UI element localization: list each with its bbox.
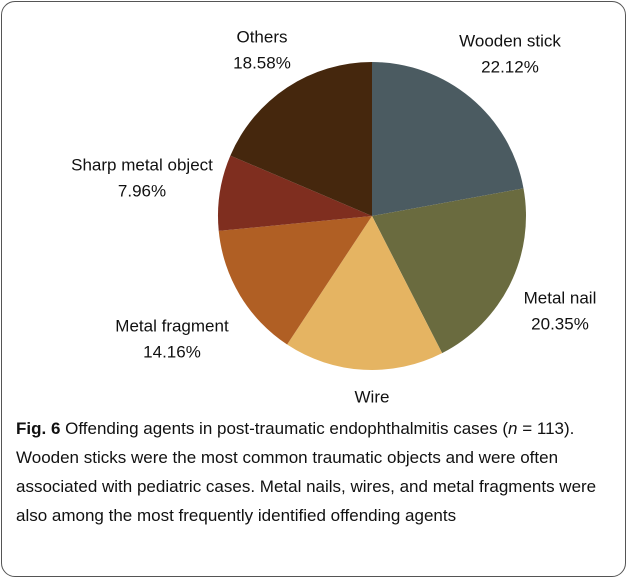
- slice-label: Wire: [355, 387, 390, 406]
- slice-value-label: 7.96%: [118, 181, 166, 200]
- caption-label: Fig. 6: [16, 419, 61, 438]
- caption-text: Offending agents in post-traumatic endop…: [65, 419, 509, 438]
- pie-slice: [230, 62, 372, 216]
- slice-label: Metal nail: [524, 288, 597, 307]
- slice-label: Others: [236, 27, 287, 46]
- slice-label: Wooden stick: [459, 31, 561, 50]
- slice-value-label: 14.16%: [143, 342, 201, 361]
- pie-slice: [218, 216, 372, 345]
- pie-slice: [218, 155, 372, 231]
- pie-slice: [372, 62, 524, 216]
- slice-label: Metal fragment: [115, 316, 229, 335]
- slice-value-label: 22.12%: [481, 57, 539, 76]
- caption-text: = 113). Wooden sticks were the most comm…: [16, 419, 597, 525]
- pie-slice: [372, 188, 526, 354]
- pie-slice: [287, 216, 443, 370]
- slice-value-label: 20.35%: [531, 314, 589, 333]
- caption-italic: n: [508, 419, 518, 438]
- slice-label: Sharp metal object: [71, 155, 213, 174]
- caption: Fig. 6 Offending agents in post-traumati…: [16, 414, 606, 530]
- slice-value-label: 18.58%: [233, 53, 291, 72]
